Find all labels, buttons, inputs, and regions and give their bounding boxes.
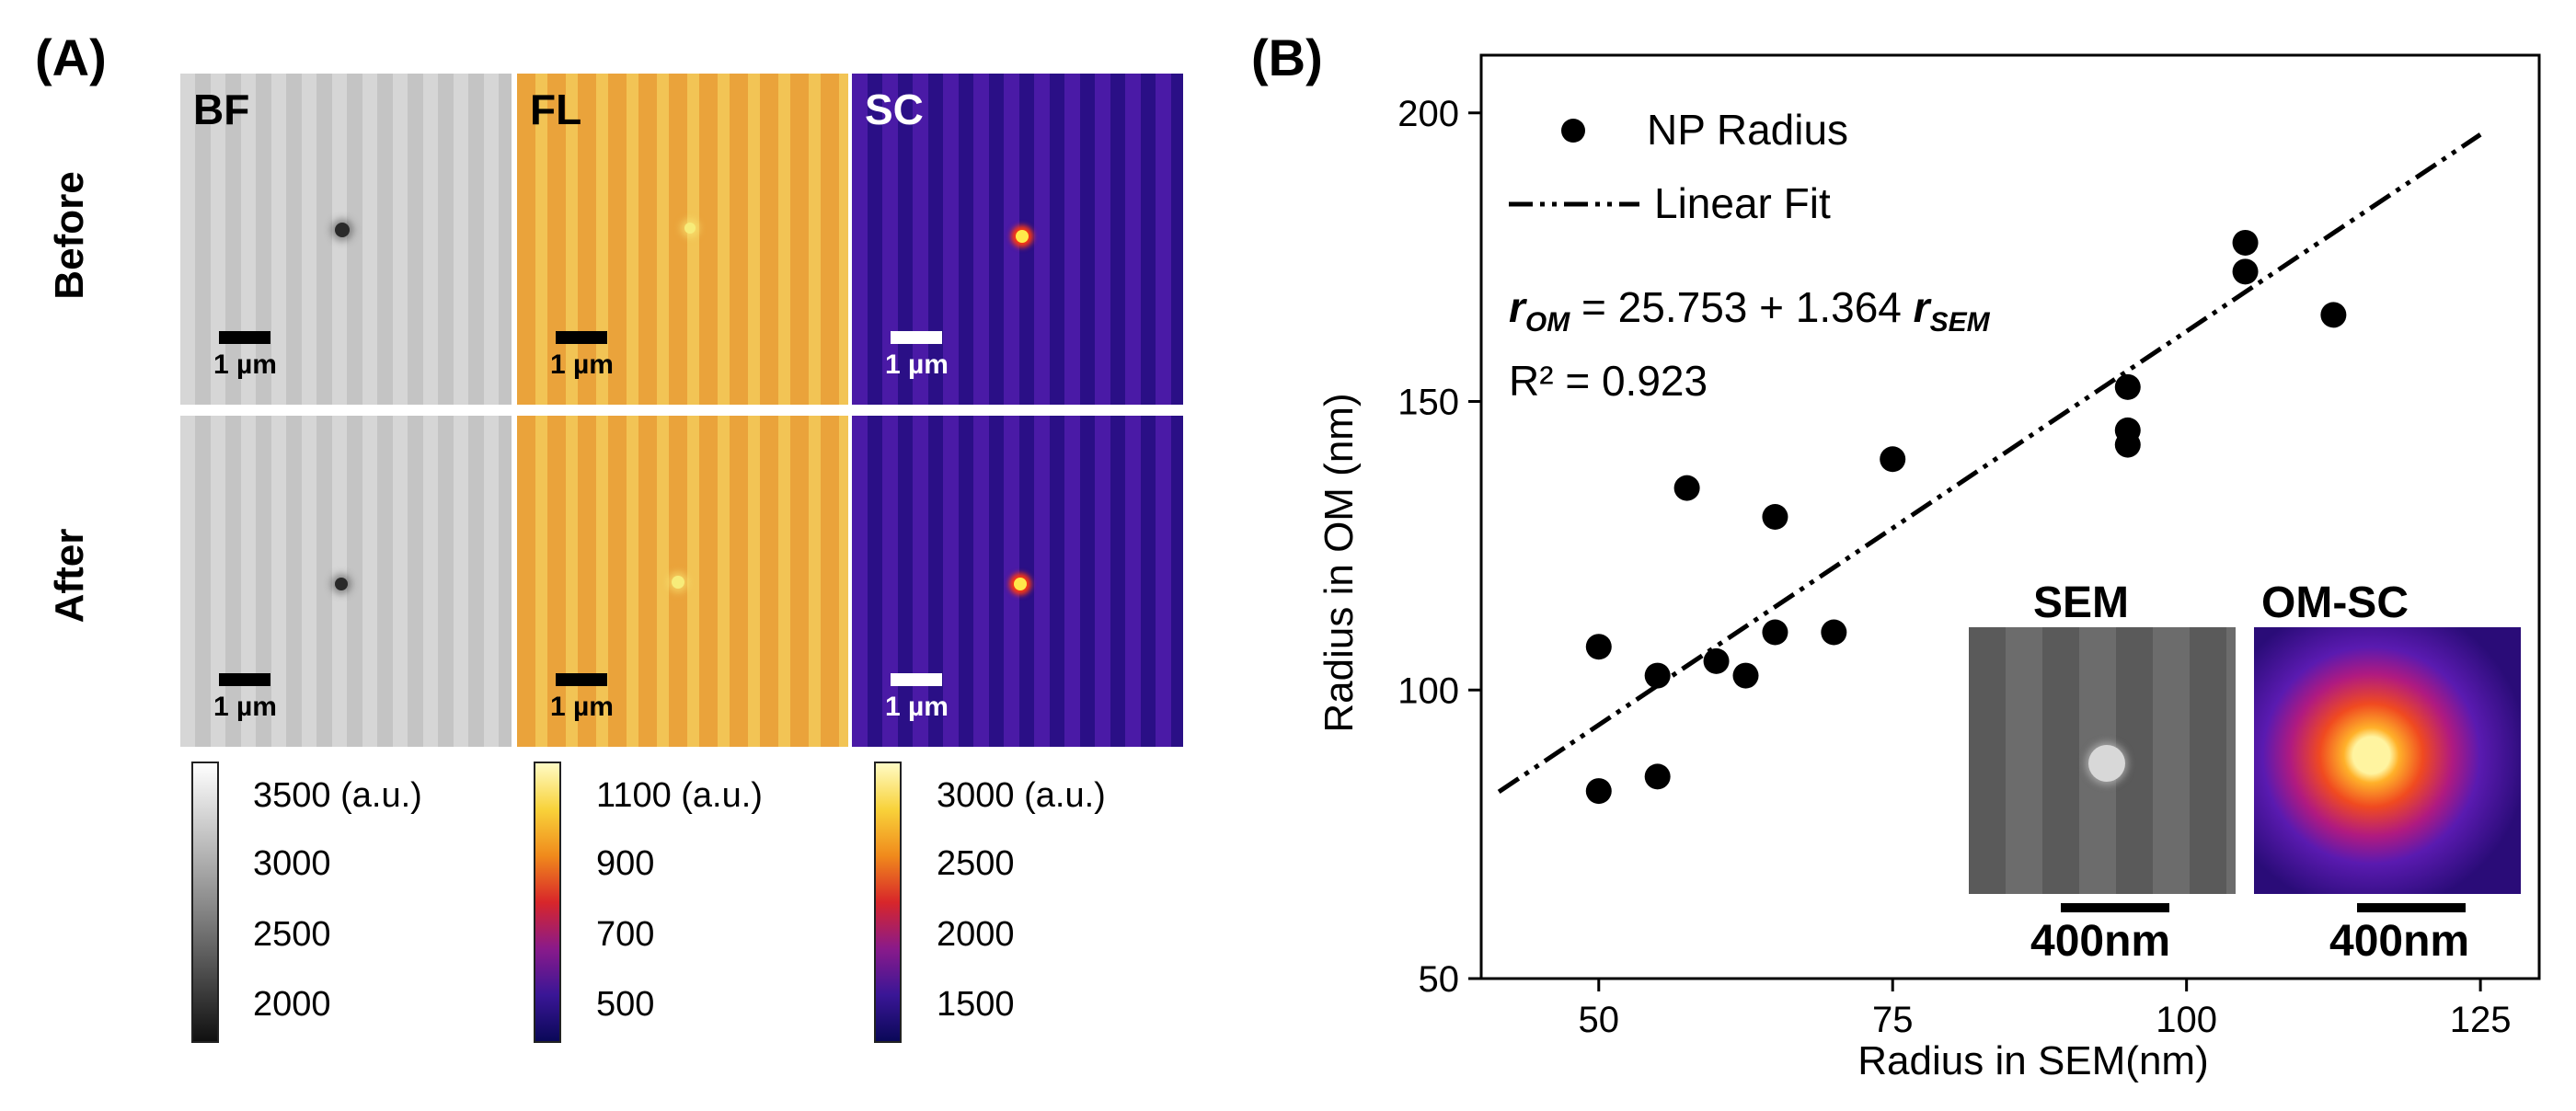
sem-inset-title: SEM (2033, 578, 2130, 627)
fl-after-image: 1 µm (517, 416, 848, 747)
data-point (1585, 778, 1612, 805)
data-point (1644, 763, 1671, 790)
data-point (1703, 647, 1730, 674)
sc-colorbar-tick: 1500 (937, 985, 1015, 1024)
sc-before-scale-bar (891, 331, 942, 344)
fl-colorbar (534, 762, 561, 1043)
data-point (1732, 662, 1759, 689)
bf-before-particle (335, 223, 350, 237)
bf-colorbar-tick: 3000 (253, 844, 331, 883)
data-point (2114, 373, 2141, 400)
om-inset-title: OM-SC (2261, 578, 2409, 627)
y-axis-label: Radius in OM (nm) (1317, 393, 1362, 732)
om-sc-inset-image (2254, 627, 2521, 894)
data-point (2114, 417, 2141, 443)
data-point (1673, 475, 1700, 501)
data-point (1644, 662, 1671, 689)
om-inset-scale-label: 400nm (2329, 917, 2470, 966)
fl-before-particle (684, 223, 696, 234)
bf-colorbar-tick: 2000 (253, 985, 331, 1024)
bf-colorbar-tick: 2500 (253, 915, 331, 954)
x-tick-label: 75 (1872, 1000, 1914, 1040)
bf-before-image: BF 1 µm (180, 74, 512, 405)
fl-colorbar-tick: 900 (596, 844, 655, 883)
y-tick-label: 150 (1397, 383, 1459, 423)
fl-before-scale-label: 1 µm (550, 349, 614, 380)
sc-colorbar (874, 762, 902, 1043)
data-point (1585, 634, 1612, 660)
bf-before-scale-bar (219, 331, 270, 344)
bf-after-particle (335, 578, 348, 590)
legend-points-label: NP Radius (1647, 106, 1848, 154)
data-point (1880, 446, 1906, 473)
fl-after-scale-bar (556, 673, 607, 686)
sem-inset-scale-bar (2061, 903, 2169, 912)
y-tick-label: 50 (1419, 959, 1460, 1000)
legend-fit-label: Linear Fit (1654, 179, 1831, 227)
data-point (1762, 619, 1788, 646)
sem-inset-scale-label: 400nm (2030, 917, 2171, 966)
bf-after-scale-bar (219, 673, 270, 686)
sc-after-scale-bar (891, 673, 942, 686)
sc-before-image: SC 1 µm (852, 74, 1183, 405)
x-axis-label: Radius in SEM(nm) (1857, 1038, 2208, 1083)
sc-colorbar-tick: 2000 (937, 915, 1015, 954)
bf-title: BF (193, 86, 250, 133)
data-point (2232, 258, 2259, 285)
fl-after-scale-label: 1 µm (550, 692, 614, 722)
fl-after-particle (672, 576, 684, 589)
fl-colorbar-tick: 1100 (a.u.) (596, 776, 763, 815)
legend-point-marker (1561, 119, 1585, 143)
x-tick-label: 50 (1579, 1000, 1620, 1040)
sc-colorbar-tick: 2500 (937, 844, 1015, 883)
fl-before-scale-bar (556, 331, 607, 344)
sc-colorbar-tick: 3000 (a.u.) (937, 776, 1106, 815)
plot-frame (1479, 53, 2541, 980)
sc-before-particle (1016, 230, 1029, 243)
x-tick-label: 100 (2156, 1000, 2217, 1040)
sem-nanoparticle (2088, 745, 2125, 782)
fl-title: FL (530, 86, 582, 133)
bf-after-scale-label: 1 µm (213, 692, 277, 722)
data-point (1762, 504, 1788, 530)
fit-equation: rOM = 25.753 + 1.364 rSEM (1509, 283, 1991, 338)
sem-inset-image (1969, 627, 2236, 894)
y-tick-label: 200 (1397, 94, 1459, 134)
om-inset-scale-bar (2357, 903, 2466, 912)
x-tick-label: 125 (2450, 1000, 2512, 1040)
sc-after-image: 1 µm (852, 416, 1183, 747)
data-point (2320, 302, 2347, 328)
sc-before-scale-label: 1 µm (885, 349, 949, 380)
fl-colorbar-tick: 700 (596, 915, 655, 954)
data-point (2232, 229, 2259, 256)
fl-before-image: FL 1 µm (517, 74, 848, 405)
fl-colorbar-tick: 500 (596, 985, 655, 1024)
panel-a-label: (A) (35, 29, 107, 86)
sc-title: SC (865, 86, 924, 133)
data-point (1821, 619, 1847, 646)
sc-after-scale-label: 1 µm (885, 692, 949, 722)
bf-after-image: 1 µm (180, 416, 512, 747)
bf-before-scale-label: 1 µm (213, 349, 277, 380)
y-tick-label: 100 (1397, 670, 1459, 711)
panel-b-label: (B) (1251, 29, 1323, 86)
bf-colorbar-tick: 3500 (a.u.) (253, 776, 422, 815)
bf-colorbar (191, 762, 219, 1043)
r-squared: R² = 0.923 (1509, 357, 1708, 405)
sc-after-particle (1014, 578, 1027, 590)
